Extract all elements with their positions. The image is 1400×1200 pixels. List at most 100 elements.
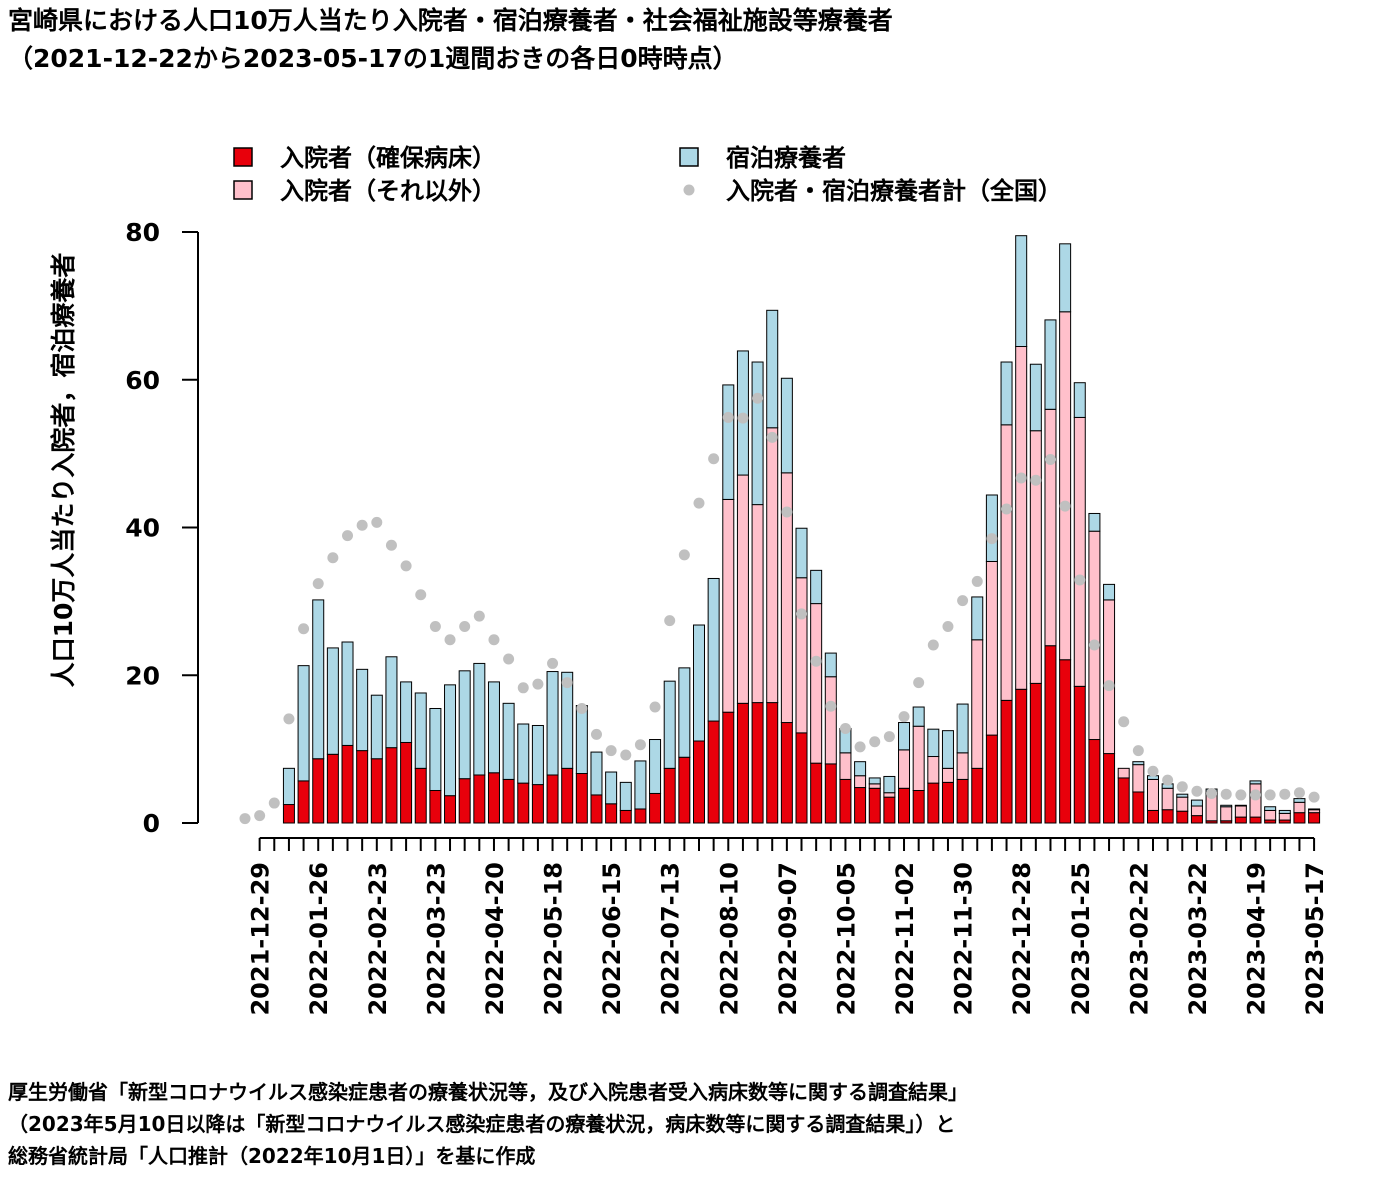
national-total-point xyxy=(766,431,778,443)
bar-secured-beds xyxy=(766,702,779,824)
bar-secured-beds xyxy=(517,782,530,824)
x-tick-label: 2022-11-02 xyxy=(891,862,919,1016)
bar-hotel xyxy=(414,692,427,769)
bar-hotel xyxy=(282,767,295,806)
x-tick-label: 2022-02-23 xyxy=(364,862,392,1016)
bar-other-inpatients xyxy=(1234,805,1247,818)
bar-hotel xyxy=(1278,809,1291,814)
national-total-point xyxy=(854,741,866,753)
national-total-point xyxy=(634,739,646,751)
national-total-point xyxy=(722,411,734,423)
bar-hotel xyxy=(575,705,588,775)
bar-hotel xyxy=(297,665,310,782)
bar-secured-beds xyxy=(282,804,295,824)
bar-hotel xyxy=(692,624,705,742)
bar-secured-beds xyxy=(736,702,749,824)
source-note: 厚生労働省「新型コロナウイルス感染症患者の療養状況等，及び入院患者受入病床数等に… xyxy=(8,1076,968,1172)
bar-secured-beds xyxy=(956,778,969,824)
bar-hotel xyxy=(605,771,618,805)
bar-other-inpatients xyxy=(1103,599,1116,755)
national-total-point xyxy=(1103,680,1115,692)
bar-secured-beds xyxy=(473,774,486,824)
national-total-point xyxy=(649,701,661,713)
bar-other-inpatients xyxy=(971,639,984,769)
national-total-point xyxy=(517,682,529,694)
national-total-point xyxy=(971,575,983,587)
national-total-point xyxy=(1220,788,1232,800)
bar-secured-beds xyxy=(1088,739,1101,824)
bar-hotel xyxy=(956,703,969,754)
bar-other-inpatients xyxy=(927,756,940,784)
national-total-point xyxy=(473,610,485,622)
bar-hotel xyxy=(1103,583,1116,601)
bar-hotel xyxy=(649,739,662,794)
national-total-point xyxy=(869,736,881,748)
national-total-point xyxy=(1176,781,1188,793)
legend-label: 入院者・宿泊療養者計（全国） xyxy=(726,177,1062,205)
bar-secured-beds xyxy=(1132,791,1145,824)
national-total-point xyxy=(400,560,412,572)
national-total-point xyxy=(708,453,720,465)
national-total-point xyxy=(927,639,939,651)
bar-other-inpatients xyxy=(1088,530,1101,741)
bar-hotel xyxy=(1176,793,1189,798)
national-total-point xyxy=(385,539,397,551)
bar-other-inpatients xyxy=(839,752,852,780)
bar-hotel xyxy=(912,706,925,727)
legend-label: 宿泊療養者 xyxy=(726,144,846,172)
bar-secured-beds xyxy=(898,787,911,824)
national-total-point xyxy=(942,620,954,632)
bar-secured-beds xyxy=(868,787,881,824)
national-total-point xyxy=(620,749,632,761)
bar-other-inpatients xyxy=(795,577,808,734)
bar-other-inpatients xyxy=(1059,311,1072,661)
bar-secured-beds xyxy=(312,758,325,824)
national-total-point xyxy=(459,620,471,632)
bar-secured-beds xyxy=(341,744,354,824)
national-total-point xyxy=(1206,787,1218,799)
source-note-line3: 総務省統計局「人口推計（2022年10月1日）」を基に作成 xyxy=(8,1144,536,1168)
legend-label: 入院者（確保病床） xyxy=(280,144,496,172)
bar-hotel xyxy=(546,671,559,776)
national-total-point xyxy=(1044,454,1056,466)
bar-secured-beds xyxy=(444,795,457,824)
x-tick-label: 2023-04-19 xyxy=(1243,862,1271,1016)
bar-hotel xyxy=(678,667,691,758)
national-total-point xyxy=(576,702,588,714)
bar-secured-beds xyxy=(854,787,867,824)
bar-hotel xyxy=(1015,235,1028,348)
bar-hotel xyxy=(795,527,808,579)
bar-secured-beds xyxy=(634,808,647,824)
bar-hotel xyxy=(487,681,500,774)
bar-other-inpatients xyxy=(956,752,969,780)
bar-hotel xyxy=(707,577,720,722)
bar-secured-beds xyxy=(985,734,998,824)
national-total-point xyxy=(1293,787,1305,799)
bar-hotel xyxy=(1264,806,1277,811)
bar-hotel xyxy=(341,641,354,746)
bar-other-inpatients xyxy=(1146,778,1159,811)
national-total-point xyxy=(327,552,339,564)
bar-hotel xyxy=(356,668,369,752)
x-tick-label: 2023-02-22 xyxy=(1125,862,1153,1016)
legend-swatch xyxy=(233,147,253,167)
legend-label: 入院者（それ以外） xyxy=(280,177,496,205)
bar-hotel xyxy=(1000,361,1013,426)
source-note-line1: 厚生労働省「新型コロナウイルス感染症患者の療養状況等，及び入院患者受入病床数等に… xyxy=(8,1080,968,1104)
bar-secured-beds xyxy=(575,773,588,824)
bar-secured-beds xyxy=(1059,659,1072,824)
national-total-point xyxy=(268,797,280,809)
y-tick-label: 60 xyxy=(125,366,160,395)
national-total-point xyxy=(488,634,500,646)
bar-secured-beds xyxy=(370,758,383,824)
bar-secured-beds xyxy=(971,767,984,824)
bar-hotel xyxy=(1234,804,1247,807)
bar-hotel xyxy=(473,662,486,776)
bar-hotel xyxy=(898,722,911,751)
bar-secured-beds xyxy=(385,747,398,824)
bar-secured-beds xyxy=(414,767,427,824)
bar-hotel xyxy=(971,596,984,641)
bar-other-inpatients xyxy=(1264,809,1277,821)
bar-hotel xyxy=(1073,382,1086,418)
bar-hotel xyxy=(517,723,530,784)
